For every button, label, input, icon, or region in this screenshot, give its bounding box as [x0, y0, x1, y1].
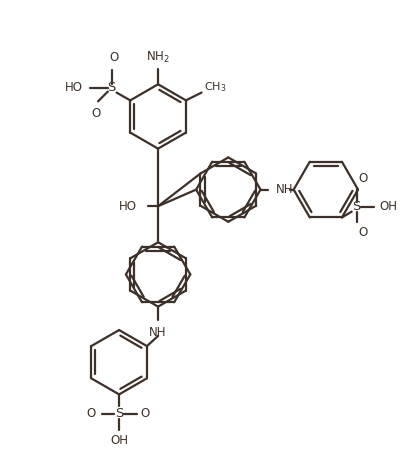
- Text: OH: OH: [110, 434, 128, 447]
- Text: S: S: [107, 81, 116, 94]
- Text: HO: HO: [119, 200, 137, 213]
- Text: O: O: [109, 51, 118, 64]
- Text: CH$_3$: CH$_3$: [204, 80, 226, 94]
- Text: S: S: [352, 200, 361, 213]
- Text: OH: OH: [379, 200, 397, 213]
- Text: HO: HO: [65, 81, 82, 94]
- Text: O: O: [86, 407, 96, 420]
- Text: O: O: [358, 172, 368, 185]
- Text: S: S: [115, 407, 123, 420]
- Text: NH$_2$: NH$_2$: [146, 50, 170, 65]
- Text: O: O: [141, 407, 150, 420]
- Text: NH: NH: [276, 183, 294, 196]
- Text: O: O: [91, 107, 101, 120]
- Text: NH: NH: [149, 326, 167, 339]
- Text: O: O: [358, 226, 368, 239]
